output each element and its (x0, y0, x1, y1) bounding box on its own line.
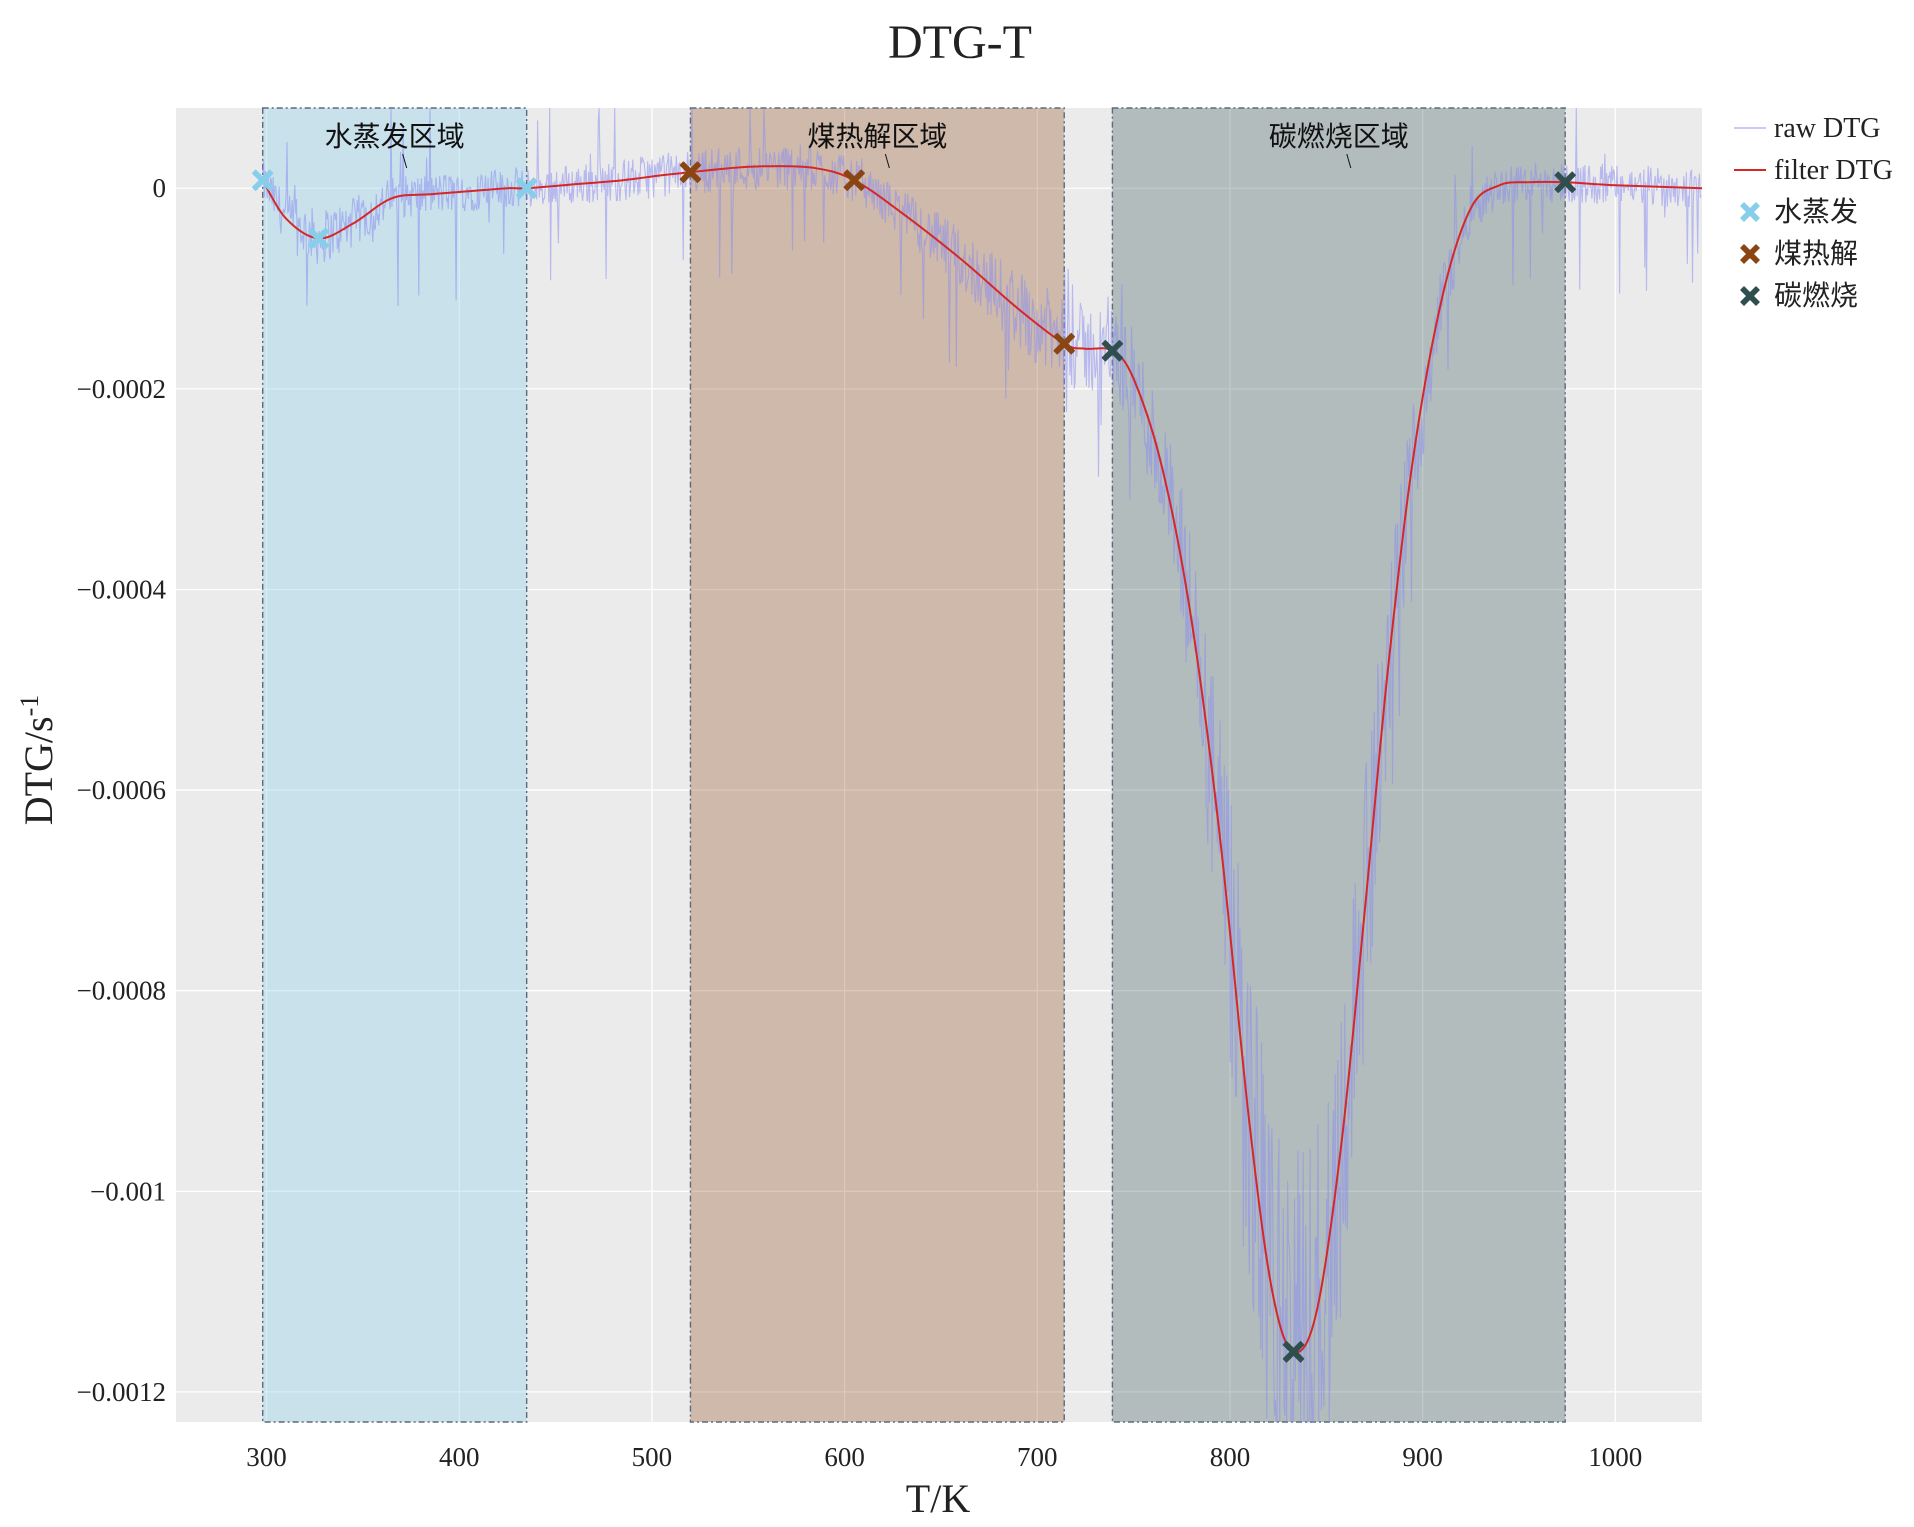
marker-point (843, 169, 865, 191)
y-tick-label: 0 (153, 173, 167, 203)
region-band (262, 107, 528, 1423)
region-label: 水蒸发区域 (325, 120, 465, 153)
marker-point (679, 161, 702, 183)
y-axis-ticks: 0 −0.0002 −0.0004 −0.0006 −0.0008 −0.001 −0.00… (77, 173, 167, 1407)
y-tick-label: −0.0008 (77, 976, 166, 1006)
region-label-pointer (884, 153, 890, 169)
marker-layer (251, 161, 1576, 1363)
x-tick-label: 500 (632, 1442, 673, 1472)
x-tick-label: 700 (1017, 1442, 1058, 1472)
y-tick-label: −0.0004 (77, 574, 167, 604)
x-tick-label: 300 (246, 1442, 287, 1472)
legend-label: 煤热解 (1774, 237, 1858, 270)
legend-marker-swatch (1740, 286, 1760, 306)
marker-point (307, 227, 330, 250)
raw-dtg-line (262, 107, 1702, 1423)
region-band (1111, 107, 1566, 1423)
region-label: 碳燃烧区域 (1269, 120, 1409, 153)
marker-point (1101, 339, 1124, 362)
region-labels: 水蒸发区域 煤热解区域 碳燃烧区域 (325, 120, 1409, 169)
y-axis-title: DTG/s-1 (15, 695, 61, 826)
y-axis-title-superscript: -1 (15, 695, 44, 717)
raw-dtg-layer (262, 107, 1702, 1423)
marker-point (1554, 171, 1576, 193)
y-tick-label: −0.0002 (77, 374, 166, 404)
region-label-pointer (1346, 153, 1352, 169)
x-tick-label: 400 (439, 1442, 480, 1472)
x-tick-label: 800 (1210, 1442, 1251, 1472)
x-tick-label: 900 (1402, 1442, 1443, 1472)
region-label-pointer (402, 153, 408, 169)
legend-marker-swatch (1740, 244, 1760, 264)
region-bands (262, 107, 1566, 1423)
x-axis-title: T/K (906, 1476, 971, 1521)
marker-point (1282, 1341, 1305, 1363)
y-tick-label: −0.001 (90, 1176, 166, 1206)
marker-point (1053, 332, 1075, 355)
y-tick-label: −0.0012 (77, 1377, 166, 1407)
legend-label: raw DTG (1774, 113, 1881, 144)
marker-point (251, 169, 274, 191)
y-tick-label: −0.0006 (77, 775, 166, 805)
legend-label: 水蒸发 (1774, 195, 1858, 228)
marker-point (515, 177, 538, 199)
chart-title: DTG-T (888, 16, 1032, 69)
y-axis-title-main: DTG/s (16, 716, 61, 825)
legend-marker-swatch (1740, 202, 1760, 222)
x-tick-label: 1000 (1588, 1442, 1642, 1472)
x-tick-label: 600 (824, 1442, 865, 1472)
legend-label: 碳燃烧 (1774, 279, 1858, 312)
x-axis-ticks: 300 400 500 600 700 800 900 1000 (246, 1442, 1642, 1472)
legend-label: filter DTG (1774, 155, 1893, 186)
region-label: 煤热解区域 (807, 120, 947, 153)
